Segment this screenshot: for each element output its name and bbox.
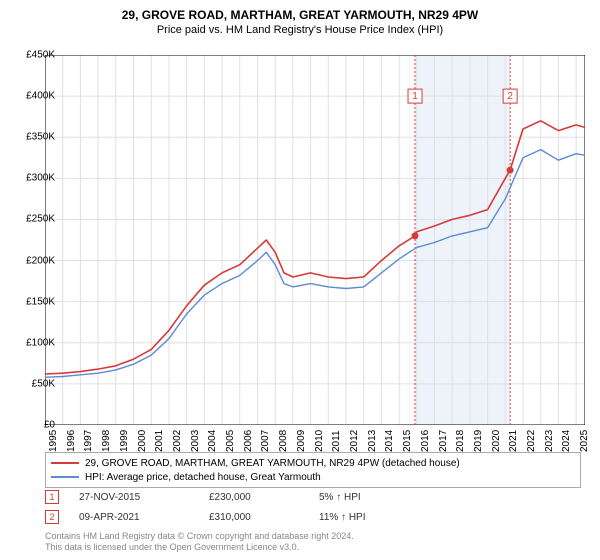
svg-text:2: 2 bbox=[507, 91, 513, 102]
legend-item-hpi: HPI: Average price, detached house, Grea… bbox=[51, 470, 575, 484]
chart-svg: 12 bbox=[45, 55, 585, 425]
marker-date-1: 27-NOV-2015 bbox=[79, 492, 209, 503]
footer: Contains HM Land Registry data © Crown c… bbox=[45, 531, 354, 554]
chart-area: 12 bbox=[45, 55, 585, 425]
marker-price-2: £310,000 bbox=[209, 512, 319, 523]
marker-delta-2: 11% ↑ HPI bbox=[319, 512, 366, 523]
legend-label-hpi: HPI: Average price, detached house, Grea… bbox=[85, 472, 321, 483]
chart-title: 29, GROVE ROAD, MARTHAM, GREAT YARMOUTH,… bbox=[0, 0, 600, 22]
chart-container: 29, GROVE ROAD, MARTHAM, GREAT YARMOUTH,… bbox=[0, 0, 600, 560]
legend-swatch-property bbox=[51, 462, 79, 464]
legend-label-property: 29, GROVE ROAD, MARTHAM, GREAT YARMOUTH,… bbox=[85, 458, 460, 469]
marker-row-2: 2 09-APR-2021 £310,000 11% ↑ HPI bbox=[45, 510, 585, 524]
marker-badge-1: 1 bbox=[45, 490, 59, 504]
footer-line-1: Contains HM Land Registry data © Crown c… bbox=[45, 531, 354, 543]
marker-price-1: £230,000 bbox=[209, 492, 319, 503]
legend-swatch-hpi bbox=[51, 476, 79, 478]
chart-subtitle: Price paid vs. HM Land Registry's House … bbox=[0, 22, 600, 36]
marker-delta-1: 5% ↑ HPI bbox=[319, 492, 361, 503]
footer-line-2: This data is licensed under the Open Gov… bbox=[45, 542, 354, 554]
marker-date-2: 09-APR-2021 bbox=[79, 512, 209, 523]
legend: 29, GROVE ROAD, MARTHAM, GREAT YARMOUTH,… bbox=[45, 452, 581, 488]
svg-text:1: 1 bbox=[412, 91, 418, 102]
marker-row-1: 1 27-NOV-2015 £230,000 5% ↑ HPI bbox=[45, 490, 585, 504]
marker-badge-2: 2 bbox=[45, 510, 59, 524]
legend-item-property: 29, GROVE ROAD, MARTHAM, GREAT YARMOUTH,… bbox=[51, 456, 575, 470]
